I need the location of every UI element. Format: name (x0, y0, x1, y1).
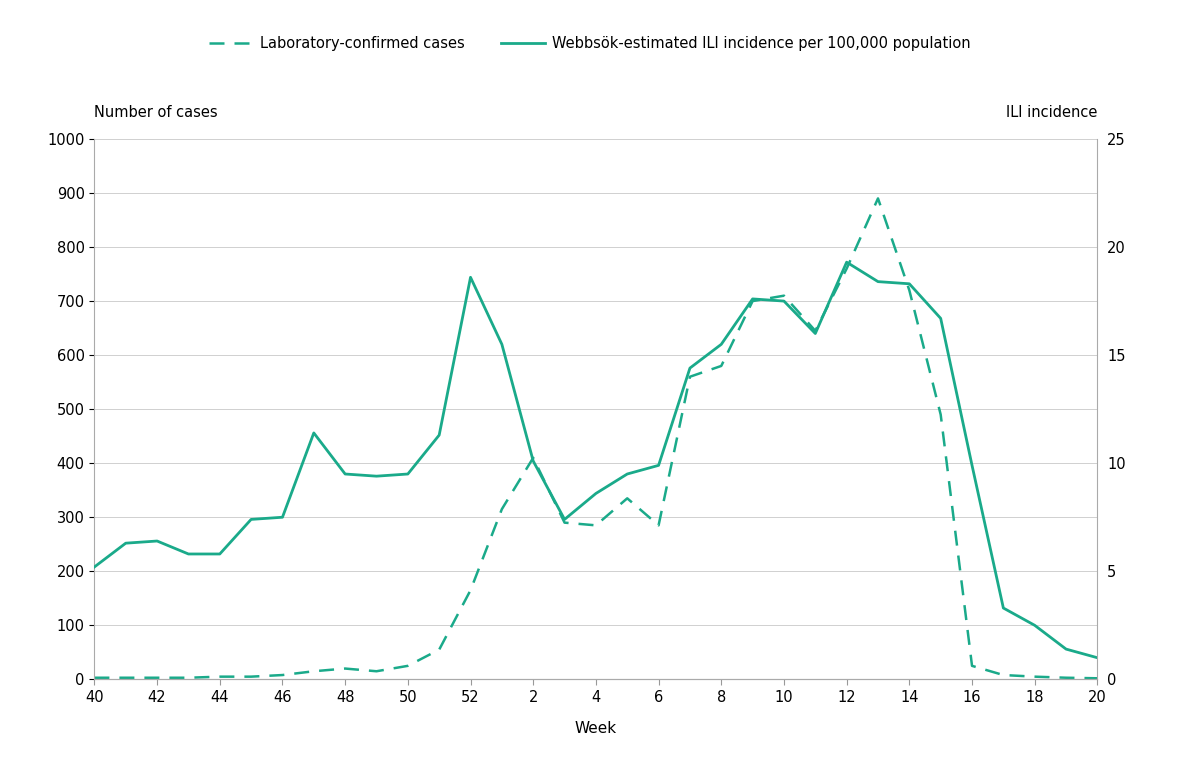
Webbsök-estimated ILI incidence per 100,000 population (87, 562, 101, 571)
Webbsök-estimated ILI incidence per 100,000 population (776, 296, 791, 306)
Webbsök-estimated ILI incidence per 100,000 population (1028, 621, 1042, 630)
Webbsök-estimated ILI incidence per 100,000 population (119, 539, 133, 548)
Laboratory-confirmed cases (621, 494, 635, 503)
X-axis label: Week: Week (575, 722, 617, 736)
Webbsök-estimated ILI incidence per 100,000 population (714, 340, 728, 349)
Laboratory-confirmed cases (557, 518, 571, 527)
Webbsök-estimated ILI incidence per 100,000 population (808, 329, 822, 338)
Line: Webbsök-estimated ILI incidence per 100,000 population: Webbsök-estimated ILI incidence per 100,… (94, 262, 1097, 658)
Webbsök-estimated ILI incidence per 100,000 population (432, 431, 446, 440)
Laboratory-confirmed cases (746, 296, 760, 306)
Text: ILI incidence: ILI incidence (1007, 105, 1097, 120)
Laboratory-confirmed cases (87, 673, 101, 682)
Laboratory-confirmed cases (464, 585, 478, 594)
Webbsök-estimated ILI incidence per 100,000 population (244, 515, 258, 524)
Laboratory-confirmed cases (494, 505, 509, 514)
Laboratory-confirmed cases (808, 326, 822, 335)
Webbsök-estimated ILI incidence per 100,000 population (182, 550, 196, 559)
Laboratory-confirmed cases (432, 645, 446, 655)
Webbsök-estimated ILI incidence per 100,000 population (621, 469, 635, 479)
Webbsök-estimated ILI incidence per 100,000 population (903, 279, 917, 289)
Webbsök-estimated ILI incidence per 100,000 population (557, 515, 571, 524)
Laboratory-confirmed cases (1090, 674, 1104, 683)
Webbsök-estimated ILI incidence per 100,000 population (933, 313, 948, 323)
Webbsök-estimated ILI incidence per 100,000 population (526, 456, 540, 466)
Text: Number of cases: Number of cases (94, 105, 218, 120)
Laboratory-confirmed cases (526, 453, 540, 462)
Laboratory-confirmed cases (275, 670, 289, 679)
Webbsök-estimated ILI incidence per 100,000 population (1058, 645, 1073, 654)
Webbsök-estimated ILI incidence per 100,000 population (589, 489, 603, 498)
Line: Laboratory-confirmed cases: Laboratory-confirmed cases (94, 198, 1097, 679)
Laboratory-confirmed cases (903, 286, 917, 295)
Legend: Laboratory-confirmed cases, Webbsök-estimated ILI incidence per 100,000 populati: Laboratory-confirmed cases, Webbsök-esti… (203, 30, 977, 57)
Laboratory-confirmed cases (119, 673, 133, 682)
Laboratory-confirmed cases (871, 194, 885, 203)
Laboratory-confirmed cases (182, 673, 196, 682)
Laboratory-confirmed cases (369, 666, 384, 676)
Webbsök-estimated ILI incidence per 100,000 population (494, 340, 509, 349)
Laboratory-confirmed cases (244, 672, 258, 682)
Laboratory-confirmed cases (776, 291, 791, 300)
Webbsök-estimated ILI incidence per 100,000 population (746, 294, 760, 303)
Laboratory-confirmed cases (683, 372, 697, 381)
Webbsök-estimated ILI incidence per 100,000 population (464, 273, 478, 282)
Webbsök-estimated ILI incidence per 100,000 population (212, 550, 227, 559)
Webbsök-estimated ILI incidence per 100,000 population (150, 537, 164, 546)
Laboratory-confirmed cases (401, 661, 415, 670)
Laboratory-confirmed cases (212, 672, 227, 682)
Laboratory-confirmed cases (965, 661, 979, 670)
Webbsök-estimated ILI incidence per 100,000 population (369, 472, 384, 481)
Webbsök-estimated ILI incidence per 100,000 population (871, 277, 885, 286)
Laboratory-confirmed cases (339, 664, 353, 673)
Webbsök-estimated ILI incidence per 100,000 population (965, 461, 979, 470)
Laboratory-confirmed cases (996, 670, 1010, 679)
Webbsök-estimated ILI incidence per 100,000 population (996, 604, 1010, 613)
Laboratory-confirmed cases (589, 520, 603, 530)
Laboratory-confirmed cases (1028, 672, 1042, 682)
Webbsök-estimated ILI incidence per 100,000 population (401, 469, 415, 479)
Webbsök-estimated ILI incidence per 100,000 population (307, 428, 321, 438)
Webbsök-estimated ILI incidence per 100,000 population (275, 513, 289, 522)
Laboratory-confirmed cases (933, 410, 948, 419)
Webbsök-estimated ILI incidence per 100,000 population (1090, 653, 1104, 662)
Webbsök-estimated ILI incidence per 100,000 population (840, 258, 854, 267)
Laboratory-confirmed cases (1058, 673, 1073, 682)
Webbsök-estimated ILI incidence per 100,000 population (683, 364, 697, 373)
Laboratory-confirmed cases (714, 361, 728, 371)
Webbsök-estimated ILI incidence per 100,000 population (651, 461, 666, 470)
Webbsök-estimated ILI incidence per 100,000 population (339, 469, 353, 479)
Laboratory-confirmed cases (150, 673, 164, 682)
Laboratory-confirmed cases (840, 264, 854, 273)
Laboratory-confirmed cases (307, 666, 321, 676)
Laboratory-confirmed cases (651, 520, 666, 530)
